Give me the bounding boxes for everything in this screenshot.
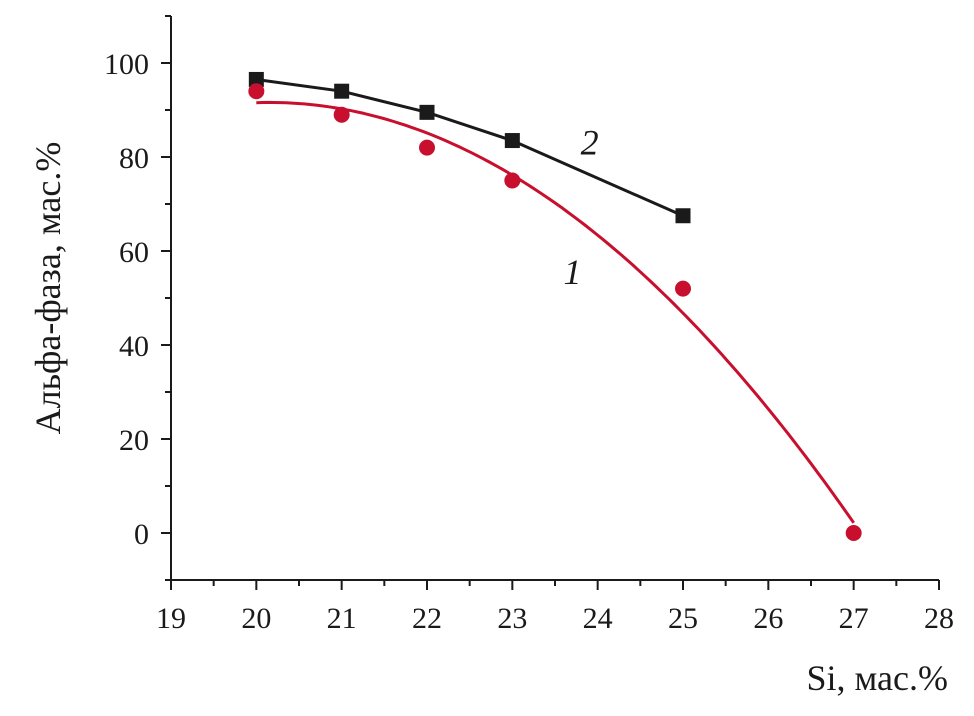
x-tick-label: 24 [583, 602, 613, 635]
x-tick-label: 28 [924, 602, 954, 635]
series-1-point [845, 525, 862, 541]
series-1-point [419, 139, 435, 156]
series-2-line [256, 78, 684, 218]
series-1-point [675, 280, 691, 297]
series-label-1: 1 [564, 252, 582, 292]
x-tick-label: 22 [412, 602, 442, 635]
series-label-2: 2 [581, 123, 599, 163]
series-1-point [248, 83, 265, 100]
series-2-point [504, 133, 520, 149]
x-tick-label: 19 [156, 602, 186, 635]
y-ticks: 0 20 40 60 80 100 [104, 15, 171, 581]
y-tick-label: 80 [119, 142, 149, 175]
x-tick-label: 25 [668, 602, 698, 635]
y-tick-label: 100 [104, 48, 149, 81]
series-2-point [248, 71, 264, 87]
series-2-point [675, 208, 691, 224]
x-tick-label: 21 [327, 602, 357, 635]
x-tick-label: 27 [839, 602, 869, 635]
x-axis-title: Si, мас.% [806, 658, 948, 698]
x-tick-label: 20 [241, 602, 271, 635]
series-1-point [504, 172, 521, 189]
series-2-point [419, 104, 435, 120]
series-1-point [333, 106, 350, 123]
y-tick-label: 60 [119, 236, 149, 269]
y-tick-label: 40 [119, 330, 149, 363]
x-ticks: 19 20 21 22 23 24 25 26 27 28 [156, 580, 954, 635]
series-layer [248, 71, 862, 541]
axes [170, 16, 939, 581]
y-tick-label: 0 [134, 518, 149, 551]
y-axis-title: Альфа-фаза, мас.% [28, 142, 68, 435]
y-tick-label: 20 [119, 424, 149, 457]
series-1-curve [256, 100, 855, 524]
x-tick-label: 23 [497, 602, 527, 635]
x-tick-label: 26 [753, 602, 783, 635]
series-2-point [334, 83, 350, 99]
